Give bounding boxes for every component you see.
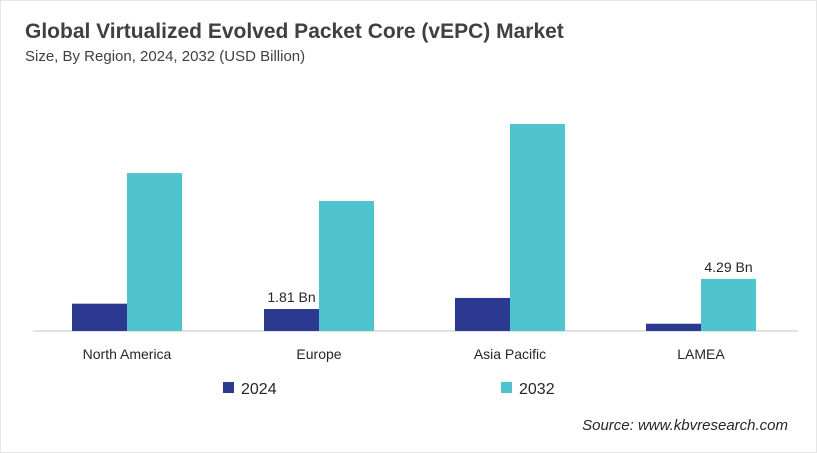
- chart-subtitle: Size, By Region, 2024, 2032 (USD Billion…: [25, 48, 306, 65]
- legend-swatch-2024: [223, 382, 234, 393]
- x-tick-label: Asia Pacific: [474, 346, 546, 362]
- bar-2032-north-america: [127, 173, 182, 331]
- bar-2024-north-america: [72, 303, 127, 331]
- bar-2032-lamea: [701, 278, 756, 331]
- x-tick-label: North America: [83, 346, 172, 362]
- legend-swatch-2032: [501, 382, 512, 393]
- x-tick-label: LAMEA: [677, 346, 725, 362]
- chart-title: Global Virtualized Evolved Packet Core (…: [25, 20, 564, 43]
- legend-label: 2032: [519, 381, 555, 398]
- legend-label: 2024: [241, 381, 277, 398]
- bar-2024-asia-pacific: [455, 297, 510, 331]
- source-note: Source: www.kbvresearch.com: [582, 417, 788, 434]
- bar-2032-europe: [319, 200, 374, 331]
- x-tick-label: Europe: [296, 346, 341, 362]
- bar-2024-europe: [264, 309, 319, 331]
- bar-2032-asia-pacific: [510, 123, 565, 332]
- data-label: 1.81 Bn: [267, 289, 315, 305]
- data-label: 4.29 Bn: [704, 259, 752, 275]
- bar-2024-lamea: [646, 323, 701, 331]
